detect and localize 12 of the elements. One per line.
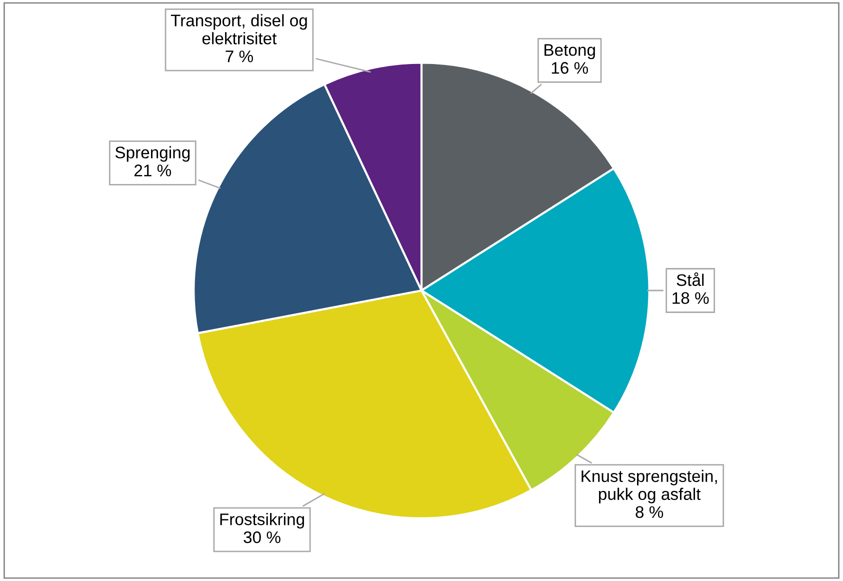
data-label: 21 %	[134, 164, 172, 176]
data-label: 18 %	[672, 292, 709, 304]
slice-label: Sprenging	[115, 146, 190, 162]
slice-label: Betong	[544, 44, 595, 60]
slice-label: Transport, disel og elektrisitet	[170, 14, 307, 44]
slice-label: Stål	[676, 272, 704, 286]
slice-label: Frostsikring	[220, 512, 304, 529]
data-label: 30 %	[244, 531, 280, 544]
slice-label: Knust sprengstein, pukk og asfalt	[582, 470, 717, 504]
data-label: 16 %	[552, 62, 588, 74]
data-label: 7 %	[226, 50, 253, 62]
data-label: 8 %	[636, 506, 664, 518]
